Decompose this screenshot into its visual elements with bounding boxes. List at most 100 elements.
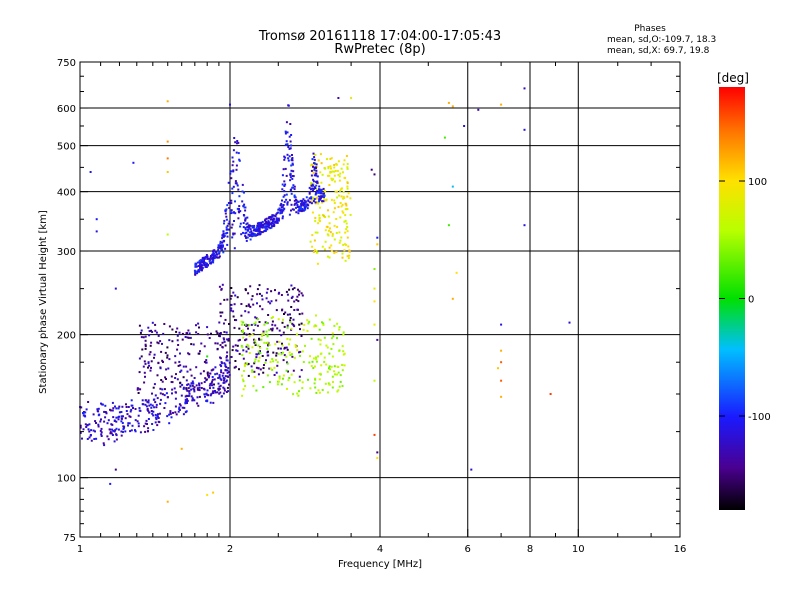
data-point — [100, 433, 103, 436]
data-point — [293, 203, 296, 206]
data-point — [100, 431, 103, 434]
data-point — [218, 374, 221, 377]
data-point — [154, 329, 157, 332]
data-point — [186, 370, 189, 373]
data-point — [331, 386, 334, 389]
data-point — [245, 325, 248, 327]
data-point — [140, 336, 143, 339]
data-point — [314, 193, 317, 196]
data-point — [293, 188, 296, 191]
data-point — [168, 325, 171, 328]
data-point — [301, 200, 304, 203]
data-point — [234, 200, 236, 203]
data-point — [332, 343, 335, 346]
data-point — [455, 271, 458, 274]
data-point — [341, 203, 344, 206]
y-tick-label: 300 — [57, 247, 76, 258]
data-point — [223, 379, 225, 382]
data-point — [120, 434, 123, 437]
data-point — [291, 353, 293, 356]
data-point — [204, 395, 206, 398]
data-point — [308, 320, 311, 323]
data-point — [151, 404, 154, 407]
data-point — [263, 364, 265, 366]
data-point — [269, 227, 272, 230]
data-point — [324, 216, 327, 218]
data-point — [232, 149, 235, 152]
data-point — [280, 206, 283, 209]
data-point — [245, 338, 248, 341]
data-point — [283, 190, 286, 193]
data-point — [222, 377, 225, 379]
data-point — [200, 382, 203, 385]
data-point — [161, 388, 164, 391]
data-point — [117, 428, 120, 431]
data-point — [275, 354, 278, 357]
data-point — [184, 401, 187, 404]
data-point — [343, 220, 346, 223]
data-point — [251, 346, 254, 349]
data-point — [185, 388, 188, 391]
data-point — [341, 363, 344, 366]
data-point — [195, 384, 198, 387]
data-point — [341, 210, 344, 213]
data-point — [276, 364, 279, 367]
data-point — [292, 170, 295, 173]
data-point — [266, 288, 269, 291]
data-point — [255, 234, 258, 237]
data-point — [272, 316, 274, 319]
data-point — [343, 364, 346, 367]
data-point — [287, 159, 290, 162]
data-point — [298, 351, 300, 354]
data-point — [322, 192, 325, 195]
data-point — [311, 163, 314, 166]
data-point — [277, 318, 280, 321]
data-point — [94, 430, 96, 433]
data-point — [187, 329, 190, 332]
data-point — [173, 387, 176, 390]
data-point — [193, 377, 196, 379]
data-point — [322, 322, 325, 325]
data-point — [221, 341, 224, 344]
data-point — [166, 500, 169, 503]
data-point — [205, 266, 208, 268]
data-point — [299, 350, 302, 353]
data-point — [288, 147, 291, 150]
data-point — [144, 347, 147, 350]
data-point — [288, 155, 291, 158]
data-point — [155, 403, 158, 406]
data-point — [232, 310, 235, 313]
data-point — [151, 392, 153, 395]
data-point — [312, 357, 315, 360]
data-point — [97, 407, 100, 410]
data-point — [319, 192, 322, 195]
data-point — [242, 231, 244, 234]
data-point — [176, 339, 179, 342]
data-point — [164, 376, 167, 379]
data-point — [218, 388, 221, 390]
data-point — [265, 359, 267, 362]
data-point — [150, 329, 153, 332]
data-point — [288, 288, 291, 291]
data-point — [264, 361, 267, 364]
data-point — [231, 187, 234, 190]
data-point — [175, 330, 178, 333]
data-point — [235, 319, 238, 322]
data-point — [271, 320, 274, 323]
data-point — [274, 289, 276, 292]
data-point — [225, 331, 228, 334]
data-point — [285, 174, 288, 177]
data-point — [215, 250, 217, 253]
data-point — [319, 153, 322, 156]
data-point — [309, 355, 311, 358]
data-point — [330, 157, 333, 160]
data-point — [523, 128, 526, 131]
data-point — [211, 380, 214, 383]
data-point — [257, 360, 260, 363]
data-point — [154, 401, 157, 404]
data-point — [245, 350, 248, 353]
data-point — [349, 213, 352, 216]
data-point — [315, 314, 317, 317]
data-point — [219, 242, 222, 245]
data-point — [291, 322, 294, 325]
